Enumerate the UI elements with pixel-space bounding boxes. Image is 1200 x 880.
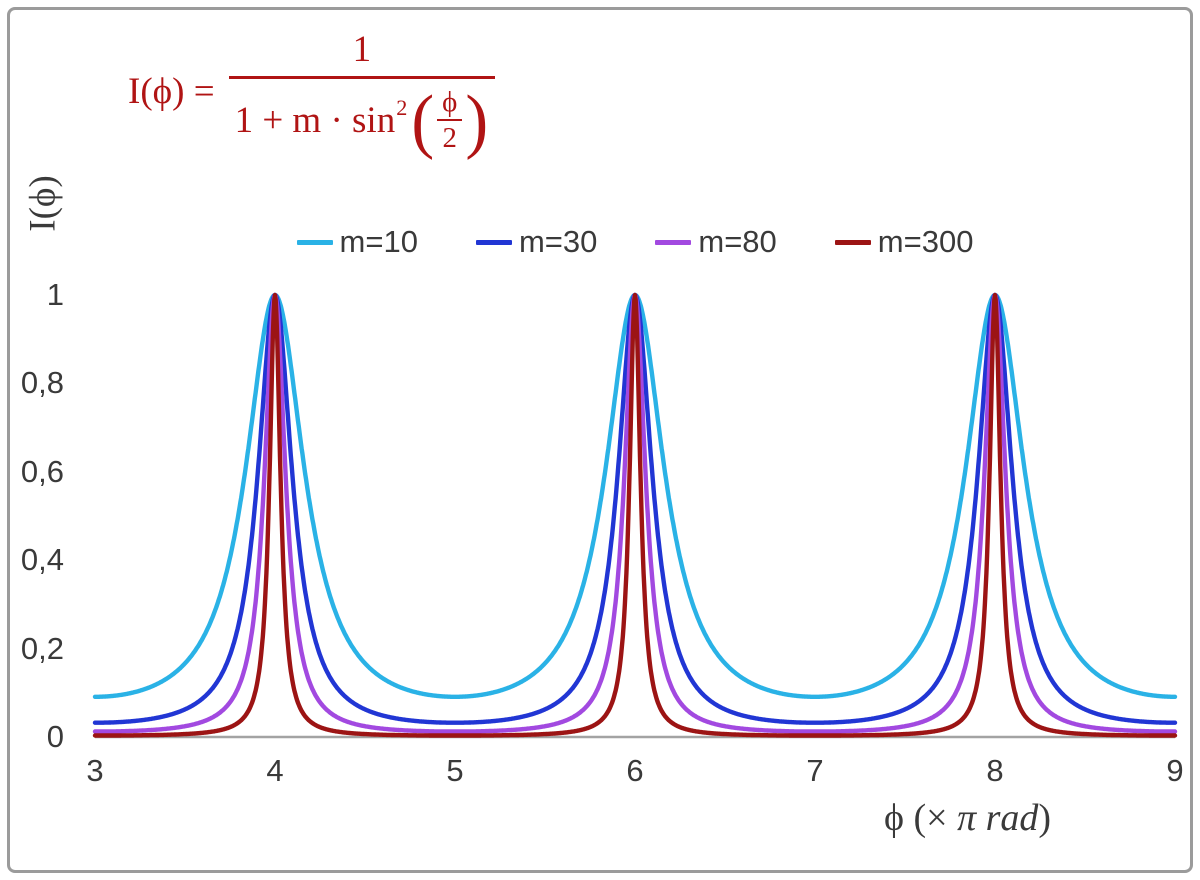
legend-label: m=300 [877,224,974,259]
formula-fraction: 1 1 + m · sin 2 ( ϕ 2 ) [228,28,496,161]
legend-item-m-30: m=30 [475,224,598,260]
x-tick-label: 4 [266,753,284,788]
legend-label: m=10 [339,224,418,259]
formula-lhs: I(ϕ) = [128,70,215,112]
x-axis-title-post: ) [1038,797,1052,839]
legend-swatch [834,239,871,245]
curve-m-300 [92,292,1178,738]
legend-label: m=80 [698,224,777,259]
y-tick-label: 0,2 [20,630,64,666]
legend-swatch [655,239,692,245]
curve-m-30 [92,292,1178,725]
legend-item-m-80: m=80 [655,224,777,260]
legend-item-m-300: m=300 [834,224,974,260]
x-tick-label: 6 [626,753,644,788]
y-axis-title: I(ϕ) [22,175,64,232]
inner-numerator: ϕ [437,87,463,122]
y-tick-label: 0 [46,719,64,754]
formula-exponent: 2 [396,95,408,121]
inner-denominator: 2 [442,122,457,155]
legend-swatch [475,239,512,245]
x-axis-title: ϕ (× π rad) [884,796,1051,840]
formula-numerator: 1 [352,29,372,70]
x-tick-label: 3 [86,753,104,788]
formula-denominator: 1 + m · sin 2 ( ϕ 2 ) [228,76,496,161]
x-tick-label: 8 [986,753,1004,788]
x-tick-label: 9 [1166,753,1184,788]
legend-item-m-10: m=10 [296,224,418,260]
y-tick-label: 0,4 [20,542,64,578]
legend-label: m=30 [518,224,598,259]
x-tick-label: 5 [446,753,464,788]
formula-denominator-text: 1 + m · sin [234,99,396,141]
x-axis-title-pre: ϕ (× [884,797,958,839]
y-tick-label: 0,8 [20,365,64,401]
x-tick-label: 7 [806,753,824,788]
formula-annotation: I(ϕ) = 1 1 + m · sin 2 ( ϕ 2 ) [128,28,496,161]
legend-swatch [296,239,333,245]
formula-inner-fraction: ϕ 2 [437,87,463,155]
x-axis-title-unit: π rad [957,797,1039,839]
left-paren: ( [411,79,435,161]
curve-m-80 [92,292,1178,734]
y-tick-label: 0,6 [20,453,64,489]
y-tick-label: 1 [46,277,64,312]
legend: m=10 m=30 m=80 m=300 [95,224,1175,260]
right-paren: ) [465,79,489,161]
